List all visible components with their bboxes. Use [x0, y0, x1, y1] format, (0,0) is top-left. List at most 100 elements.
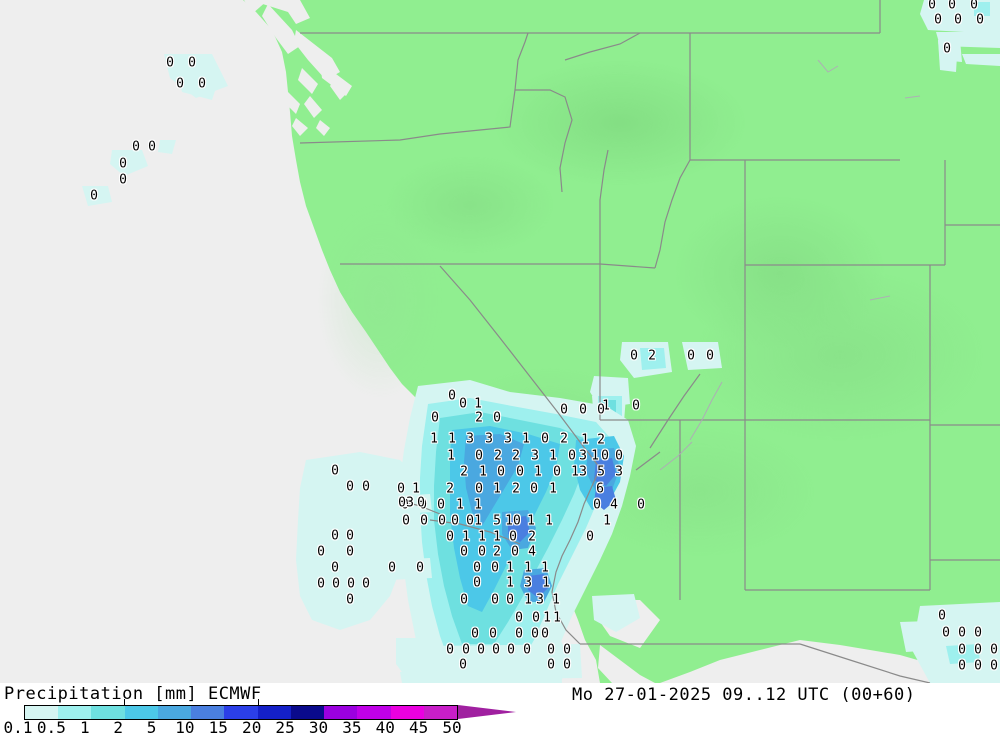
precip-value: 0	[420, 513, 428, 529]
precip-value: 0	[541, 431, 549, 447]
precip-value: 0	[419, 497, 427, 513]
precip-value: 1	[545, 513, 553, 529]
precip-value: 0	[148, 139, 156, 155]
colorbar-label-10: 10	[175, 718, 195, 733]
precip-value: 2	[528, 529, 536, 545]
precip-value: 3	[536, 592, 544, 608]
precip-value: 0	[119, 172, 127, 188]
precip-value: 3	[504, 431, 512, 447]
precip-value: 1	[602, 398, 610, 414]
precip-value: 1	[527, 513, 535, 529]
colorbar-swatch-40[interactable]	[390, 706, 424, 719]
precip-value: 0	[938, 608, 946, 624]
precip-value: 0	[974, 658, 982, 674]
precip-value: 0	[511, 544, 519, 560]
colorbar-swatch-1[interactable]	[91, 706, 125, 719]
precip-value: 0	[958, 642, 966, 658]
colorbar-swatch-0.5[interactable]	[58, 706, 92, 719]
precip-value: 0	[593, 497, 601, 513]
precip-value: 3	[579, 464, 587, 480]
precip-value: 4	[528, 544, 536, 560]
precip-value: 3	[406, 495, 414, 511]
colorbar-label-25: 25	[275, 718, 295, 733]
colorbar-label-50: 50	[442, 718, 462, 733]
precip-value: 0	[493, 410, 501, 426]
precip-value: 1	[524, 592, 532, 608]
precipitation-shading-layer	[82, 0, 1000, 683]
precip-value: 0	[491, 560, 499, 576]
precip-value: 0	[431, 410, 439, 426]
precip-value: 0	[563, 642, 571, 658]
precip-value: 0	[438, 513, 446, 529]
precip-value: 3	[531, 448, 539, 464]
precip-value: 0	[948, 0, 956, 13]
colorbar-label-20: 20	[242, 718, 262, 733]
precip-value: 0	[601, 448, 609, 464]
precip-value: 0	[466, 513, 474, 529]
precip-value: 0	[477, 642, 485, 658]
precip-value: 1	[474, 513, 482, 529]
precip-value: 0	[317, 576, 325, 592]
precip-value: 1	[430, 431, 438, 447]
colorbar-swatch-45[interactable]	[423, 706, 458, 719]
precip-value: 0	[446, 529, 454, 545]
precip-value: 0	[934, 12, 942, 28]
precip-value: 0	[132, 139, 140, 155]
colorbar-label-1: 1	[79, 718, 90, 733]
precip-value: 1	[447, 448, 455, 464]
precip-value: 0	[560, 402, 568, 418]
colorbar-swatches[interactable]	[24, 705, 458, 720]
precip-value: 0	[459, 657, 467, 673]
precip-value: 3	[579, 448, 587, 464]
colorbar-swatch-0.1[interactable]	[25, 706, 59, 719]
colorbar-swatch-30[interactable]	[324, 706, 358, 719]
precip-value: 0	[942, 625, 950, 641]
precip-value: 0	[516, 464, 524, 480]
precip-value: 2	[560, 431, 568, 447]
colorbar-label-0.1: 0.1	[3, 718, 33, 733]
precip-value: 1	[506, 560, 514, 576]
precip-value: 0	[586, 529, 594, 545]
precip-value: 0	[346, 544, 354, 560]
precip-value: 0	[402, 513, 410, 529]
precip-value: 0	[532, 610, 540, 626]
precip-value: 0	[547, 642, 555, 658]
colorbar-swatch-35[interactable]	[357, 706, 391, 719]
precip-value: 0	[398, 495, 406, 511]
precip-value: 0	[489, 626, 497, 642]
precip-value: 0	[530, 481, 538, 497]
colorbar-swatch-20[interactable]	[257, 706, 291, 719]
precip-value: 0	[437, 497, 445, 513]
legend-title: Precipitation [mm] ECMWF	[4, 684, 262, 704]
precip-value: 0	[475, 448, 483, 464]
precip-value: 2	[460, 464, 468, 480]
colorbar-swatch-2[interactable]	[124, 706, 158, 719]
precip-value: 0	[473, 575, 481, 591]
colorbar[interactable]	[6, 699, 516, 720]
precip-value: 1	[552, 592, 560, 608]
precip-value: 1	[478, 529, 486, 545]
colorbar-swatch-10[interactable]	[191, 706, 225, 719]
precip-value: 0	[970, 0, 978, 13]
precip-value: 1	[412, 481, 420, 497]
colorbar-swatch-25[interactable]	[290, 706, 325, 719]
colorbar-label-2: 2	[113, 718, 123, 733]
precip-value: 0	[509, 529, 517, 545]
precip-value: 0	[687, 348, 695, 364]
colorbar-swatch-5[interactable]	[157, 706, 192, 719]
precip-value: 0	[515, 626, 523, 642]
precip-value: 0	[331, 463, 339, 479]
precip-value: 0	[515, 610, 523, 626]
precip-value: 0	[475, 481, 483, 497]
precip-value: 0	[615, 448, 623, 464]
colorbar-swatch-15[interactable]	[224, 706, 258, 719]
precip-value: 0	[346, 592, 354, 608]
precip-value: 1	[506, 575, 514, 591]
precip-value: 0	[198, 76, 206, 92]
precip-value: 0	[523, 642, 531, 658]
precip-value: 0	[637, 497, 645, 513]
precip-value: 10	[505, 513, 521, 529]
precip-value: 1	[456, 497, 464, 513]
precip-value: 0	[346, 479, 354, 495]
